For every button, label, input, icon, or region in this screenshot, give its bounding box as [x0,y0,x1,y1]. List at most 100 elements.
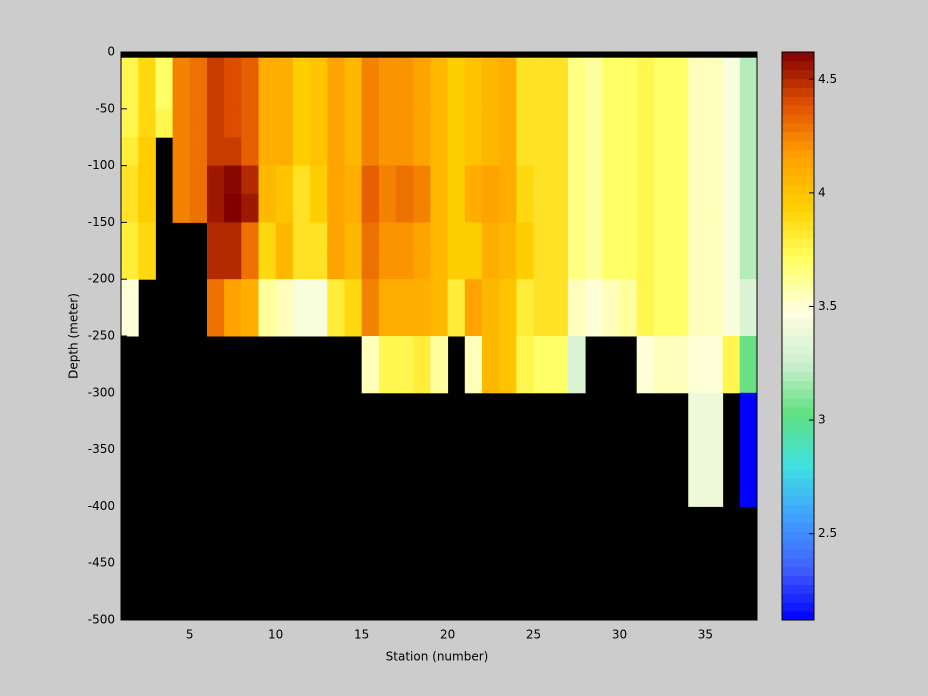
heatmap-cell [481,336,500,394]
heatmap-cell [636,137,655,167]
heatmap-cell [206,250,225,280]
colorbar-step [782,211,814,222]
y-tick-label: -100 [88,158,115,172]
heatmap-cell [310,57,328,110]
heatmap-cell [671,250,689,280]
colorbar-step [782,566,814,577]
heatmap-cell [292,222,311,252]
heatmap-cell [585,57,603,110]
heatmap-cell [224,57,242,110]
colorbar-step [782,60,814,71]
heatmap-cell [464,250,483,280]
colorbar-step [782,300,814,310]
heatmap-cell [567,194,586,223]
y-tick-label: -500 [88,613,115,627]
heatmap-cell [722,279,741,337]
heatmap-cell [567,57,586,110]
heatmap-cell [636,165,655,195]
heatmap-cell [413,57,431,110]
colorbar-step [782,460,814,470]
heatmap-cell [378,165,397,195]
heatmap-cell [292,250,311,280]
colorbar-step [782,486,814,497]
heatmap-cell [705,222,724,252]
heatmap-cell [275,165,294,195]
heatmap-cell [705,194,724,223]
heatmap-cell [739,108,758,138]
heatmap-cell [464,336,483,394]
colorbar-step [782,194,814,204]
colorbar-tick-label: 4 [818,185,826,199]
heatmap-cell [499,137,517,167]
heatmap-cell [241,57,260,110]
heatmap-cell [138,137,156,167]
colorbar-step [782,398,814,408]
heatmap-cell [327,222,345,252]
heatmap-cell [481,194,500,223]
y-tick-label: -200 [88,272,115,286]
heatmap-cell [567,250,586,280]
colorbar-step [782,105,814,115]
heatmap-cell [653,108,672,138]
colorbar-step [782,247,814,257]
heatmap-cell [396,108,414,138]
heatmap-cell [206,279,225,337]
heatmap-cell [172,57,191,110]
x-tick-label: 5 [186,628,194,642]
heatmap-cell [275,279,294,337]
heatmap-cell [602,222,620,252]
heatmap-cell [533,194,552,223]
heatmap-cell [121,250,139,280]
heatmap-cell [447,194,466,223]
heatmap-cell [739,250,758,280]
heatmap-cell [258,222,277,252]
heatmap-cell [292,108,311,138]
heatmap-cell [516,194,535,223]
heatmap-cell [602,250,620,280]
colorbar-step [782,238,814,248]
heatmap-cell [361,137,380,167]
heatmap-cell [138,194,156,223]
heatmap-cell [396,336,414,394]
heatmap-cell [258,165,277,195]
heatmap-cell [327,137,345,167]
heatmap-cell [499,108,517,138]
colorbar-step [782,584,814,594]
y-tick-label: 0 [107,45,115,59]
heatmap-cell [722,222,741,252]
colorbar-step [782,549,814,559]
heatmap-cell [413,194,431,223]
heatmap-cell [636,279,655,337]
heatmap-cell [533,222,552,252]
heatmap-cell [189,165,208,195]
heatmap-cell [275,108,294,138]
colorbar-step [782,344,814,355]
colorbar-step [782,309,814,319]
heatmap-cell [585,194,603,223]
heatmap-cell [344,222,363,252]
heatmap-cell [430,57,449,110]
y-tick-label: -150 [88,215,115,229]
heatmap-cell [533,336,552,394]
heatmap-cell [653,222,672,252]
heatmap-cell [464,222,483,252]
heatmap-cell [413,137,431,167]
heatmap-cell [121,165,139,195]
heatmap-cell [550,108,569,138]
heatmap-cell [310,250,328,280]
heatmap-cell [739,279,758,337]
heatmap-cell [653,194,672,223]
heatmap-cell [464,137,483,167]
heatmap-cell [258,57,277,110]
colorbar-step [782,478,814,488]
heatmap-cell [722,250,741,280]
colorbar-step [782,149,814,159]
heatmap-cell [550,222,569,252]
heatmap-cell [722,137,741,167]
colorbar-step [782,602,814,612]
colorbar-step [782,522,814,532]
colorbar-step [782,433,814,443]
heatmap-cell [396,194,414,223]
colorbar-step [782,451,814,461]
heatmap-cell [327,250,345,280]
